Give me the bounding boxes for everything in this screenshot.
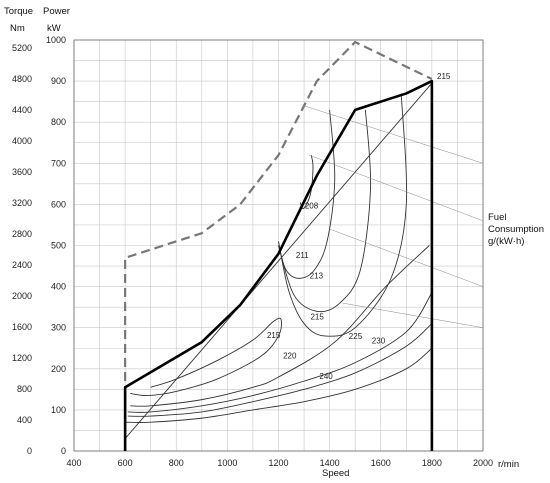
torque-tick-label: 3600 <box>12 167 32 177</box>
contour-line <box>130 245 430 407</box>
contour-label: 240 <box>319 372 333 381</box>
contour-label: 208 <box>305 202 319 211</box>
contour-line <box>278 109 336 279</box>
top-right-contour-label: 215 <box>437 72 451 81</box>
power-tick-label: 100 <box>51 405 66 415</box>
contour-label: 220 <box>283 352 297 361</box>
grid <box>73 39 484 452</box>
power-tick-label: 700 <box>51 158 66 168</box>
torque-tick-label: 800 <box>17 384 32 394</box>
contour-line <box>125 347 433 423</box>
x-tick-label: 1800 <box>422 458 442 468</box>
x-axis-ticks: 400 600 800 1000 1200 1400 1600 1800 2000 <box>66 458 493 468</box>
fuel-contours <box>124 82 433 439</box>
contour-label: 215 <box>310 312 324 321</box>
torque-tick-label: 1200 <box>12 353 32 363</box>
contour-label: 213 <box>310 271 324 280</box>
full-load-torque-line <box>123 79 434 451</box>
x-tick-label: 1400 <box>320 458 340 468</box>
torque-axis-label: Torque <box>4 6 33 17</box>
power-axis-ticks: 0 100 200 300 400 500 600 700 800 900 1000 <box>46 35 66 456</box>
contour-line <box>127 292 433 413</box>
power-axis-label: Power <box>43 6 70 17</box>
torque-tick-label: 0 <box>27 446 32 456</box>
torque-tick-label: 400 <box>17 415 32 425</box>
power-tick-label: 0 <box>61 446 66 456</box>
contour-line <box>130 317 282 396</box>
torque-tick-label: 1600 <box>12 322 32 332</box>
fuel-consumption-label-line2: Consumption <box>488 224 544 235</box>
fuel-leader-lines <box>303 105 484 328</box>
contour-line <box>278 109 372 313</box>
power-tick-label: 200 <box>51 364 66 374</box>
x-tick-label: 800 <box>169 458 184 468</box>
power-tick-label: 900 <box>51 76 66 86</box>
x-tick-label: 1600 <box>371 458 391 468</box>
x-tick-label: 600 <box>118 458 133 468</box>
power-tick-label: 600 <box>51 199 66 209</box>
plot-frame <box>73 39 484 452</box>
power-tick-label: 500 <box>51 241 66 251</box>
contour-label: 230 <box>372 336 386 345</box>
power-tick-label: 1000 <box>46 35 66 45</box>
contour-line <box>127 323 433 417</box>
x-tick-label: 2000 <box>473 458 493 468</box>
leader-line <box>309 154 484 222</box>
torque-tick-label: 2800 <box>12 229 32 239</box>
contour-label: 211 <box>296 251 309 260</box>
contour-labels: 208 211 213 215 215 220 225 230 240 <box>267 202 386 382</box>
torque-tick-label: 3200 <box>12 198 32 208</box>
contour-label: 215 <box>267 331 281 340</box>
torque-tick-label: 4800 <box>12 74 32 84</box>
torque-tick-label: 5200 <box>12 43 32 53</box>
torque-tick-label: 2000 <box>12 291 32 301</box>
torque-tick-label: 4400 <box>12 105 32 115</box>
x-tick-label: 1200 <box>268 458 288 468</box>
power-tick-label: 400 <box>51 282 66 292</box>
power-tick-label: 800 <box>51 117 66 127</box>
x-axis-unit: r/min <box>498 459 519 470</box>
x-tick-label: 1000 <box>217 458 237 468</box>
torque-axis-ticks: 0 400 800 1200 1600 2000 2400 2800 3200 3600 4000 4… <box>12 43 32 456</box>
fuel-consumption-label-line1: Fuel <box>488 212 506 223</box>
leader-line <box>329 228 484 287</box>
torque-tick-label: 4000 <box>12 136 32 146</box>
power-tick-label: 300 <box>51 323 66 333</box>
x-axis-label: Speed <box>322 468 349 479</box>
series-lines <box>123 40 434 451</box>
torque-axis-unit: Nm <box>10 23 25 34</box>
torque-tick-label: 2400 <box>12 260 32 270</box>
fuel-consumption-label-line3: g/(kW·h) <box>488 236 524 247</box>
leader-line <box>342 302 484 328</box>
contour-label: 225 <box>349 332 363 341</box>
leader-line <box>303 105 484 164</box>
contour-line <box>278 93 408 337</box>
x-tick-label: 400 <box>66 458 81 468</box>
max-power-dashed-line <box>124 40 433 451</box>
contour-line <box>124 82 433 439</box>
power-axis-unit: kW <box>47 23 61 34</box>
